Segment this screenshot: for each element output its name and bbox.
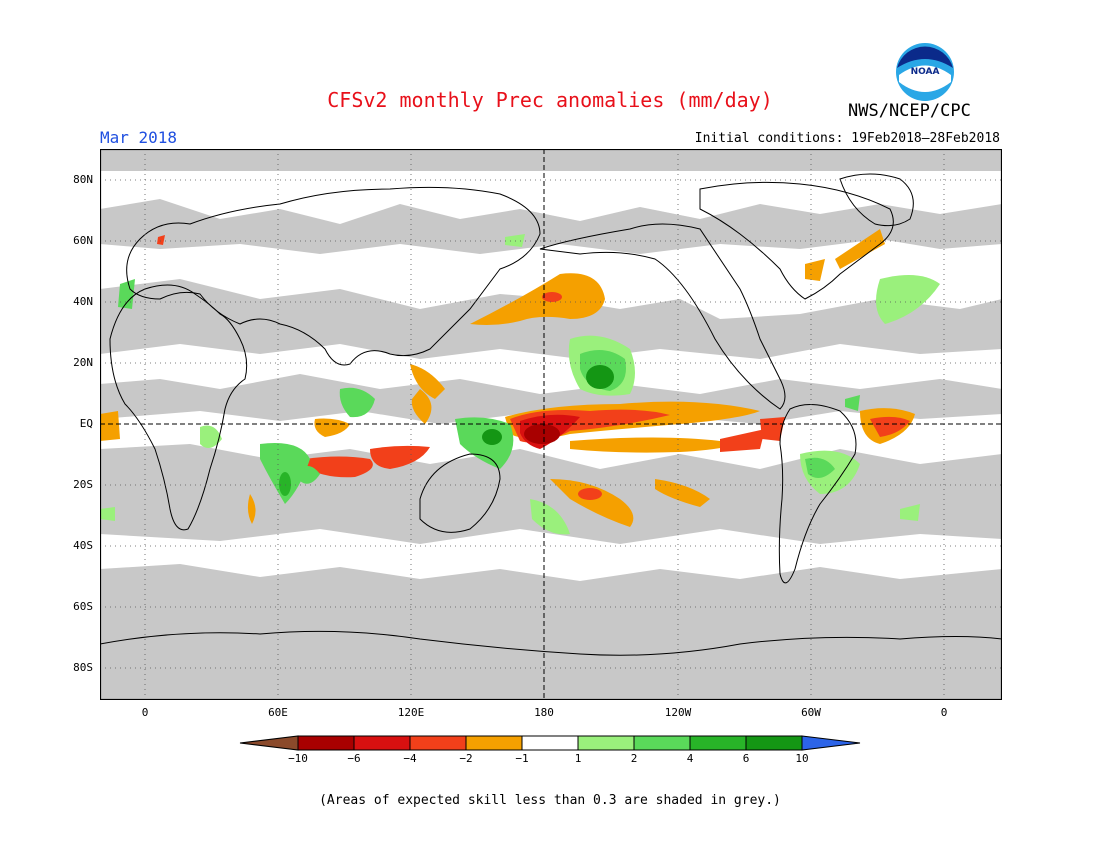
- colorbar-label: 1: [574, 752, 582, 765]
- skill-footnote: (Areas of expected skill less than 0.3 a…: [319, 793, 781, 808]
- colorbar-label: −4: [403, 752, 417, 765]
- lat-label: 80N: [73, 173, 93, 186]
- colorbar-label: 4: [686, 752, 694, 765]
- lat-label: 60N: [73, 234, 93, 247]
- lon-label: 0: [141, 706, 149, 719]
- dry-anomalies: [100, 229, 915, 527]
- lon-label: 120W: [664, 706, 692, 719]
- colorbar: [239, 735, 861, 751]
- lon-label: 180: [534, 706, 554, 719]
- colorbar-bin: [801, 735, 861, 751]
- map-title: CFSv2 monthly Prec anomalies (mm/day): [327, 88, 773, 112]
- colorbar-bin: [239, 735, 299, 751]
- colorbar-bin: [297, 735, 355, 751]
- noaa-logo-text: NOAA: [911, 67, 940, 77]
- lon-label: 60W: [801, 706, 821, 719]
- colorbar-label: 6: [742, 752, 750, 765]
- colorbar-bin: [521, 735, 579, 751]
- colorbar-label: −1: [515, 752, 529, 765]
- colorbar-bin: [465, 735, 523, 751]
- lat-label: 40S: [73, 539, 93, 552]
- colorbar-label: 2: [630, 752, 638, 765]
- colorbar-bin: [745, 735, 803, 751]
- lon-label: 0: [940, 706, 948, 719]
- lon-label: 60E: [268, 706, 288, 719]
- colorbar-label: 10: [795, 752, 809, 765]
- colorbar-bin: [689, 735, 747, 751]
- colorbar-bin: [353, 735, 411, 751]
- lon-label: 120E: [397, 706, 425, 719]
- lat-label: 60S: [73, 600, 93, 613]
- skill-mask-regions: [100, 149, 1002, 700]
- equator-dateline: [100, 149, 1002, 700]
- noaa-logo-icon: NOAA: [896, 43, 954, 101]
- colorbar-label: −6: [347, 752, 361, 765]
- lat-label: 40N: [73, 295, 93, 308]
- lat-label: EQ: [79, 417, 93, 430]
- initial-conditions: Initial conditions: 19Feb2018–28Feb2018: [694, 131, 1000, 146]
- colorbar-bin: [633, 735, 691, 751]
- wet-anomalies: [100, 234, 940, 535]
- lat-label: 20S: [73, 478, 93, 491]
- colorbar-bin: [577, 735, 635, 751]
- map-frame: [100, 149, 1002, 700]
- forecast-period: Mar 2018: [100, 128, 178, 147]
- coastlines: [100, 173, 1002, 656]
- anomaly-map: [100, 149, 1002, 700]
- lat-label: 80S: [73, 661, 93, 674]
- colorbar-bin: [409, 735, 467, 751]
- colorbar-label: −10: [288, 752, 308, 765]
- lat-label: 20N: [73, 356, 93, 369]
- agency-label: NWS/NCEP/CPC: [848, 101, 971, 121]
- colorbar-label: −2: [459, 752, 473, 765]
